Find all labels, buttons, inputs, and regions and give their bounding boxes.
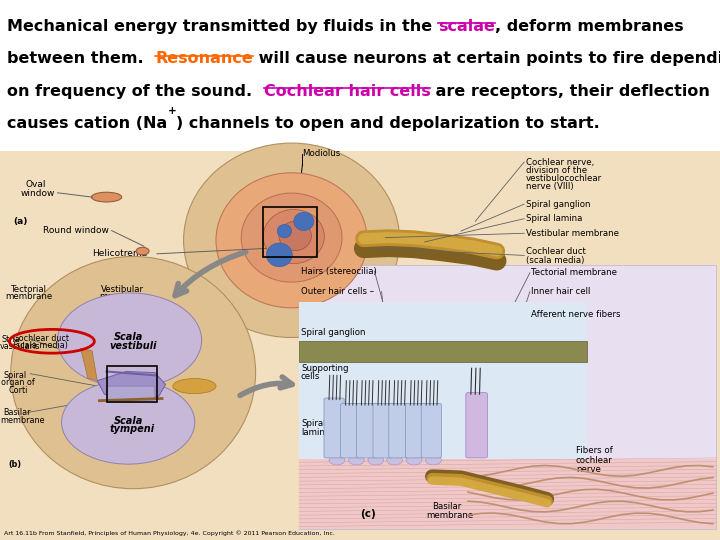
Text: (scala media): (scala media) — [526, 256, 584, 265]
Ellipse shape — [136, 247, 149, 255]
Ellipse shape — [277, 225, 292, 238]
Text: Afferent nerve fibers: Afferent nerve fibers — [531, 310, 621, 319]
Ellipse shape — [58, 293, 202, 388]
Text: cochlear: cochlear — [576, 456, 613, 464]
Text: Spiral ganglion: Spiral ganglion — [301, 328, 366, 336]
Polygon shape — [97, 372, 166, 401]
Text: between them.: between them. — [7, 51, 155, 66]
Ellipse shape — [368, 455, 384, 465]
Ellipse shape — [62, 380, 194, 464]
Polygon shape — [81, 348, 97, 381]
Text: nerve: nerve — [576, 465, 601, 474]
Ellipse shape — [279, 221, 311, 251]
Text: Spiral ganglion: Spiral ganglion — [526, 200, 590, 208]
FancyBboxPatch shape — [405, 403, 426, 458]
Text: Helicotrema: Helicotrema — [92, 249, 148, 258]
Text: Spiral: Spiral — [301, 420, 325, 428]
Ellipse shape — [241, 193, 342, 282]
Ellipse shape — [329, 455, 345, 465]
Text: Tectorial membrane: Tectorial membrane — [531, 268, 617, 277]
Text: Cochlear hair cells: Cochlear hair cells — [264, 84, 431, 99]
Text: membrane: membrane — [99, 292, 146, 301]
Text: scalae: scalae — [438, 19, 495, 34]
Text: Art 16.11b From Stanfield, Principles of Human Physiology, 4e. Copyright © 2011 : Art 16.11b From Stanfield, Principles of… — [4, 530, 335, 536]
Text: (a): (a) — [13, 217, 27, 226]
Text: Vestibular: Vestibular — [101, 285, 144, 294]
Ellipse shape — [91, 192, 122, 202]
Ellipse shape — [348, 455, 364, 465]
FancyBboxPatch shape — [299, 341, 587, 362]
Text: Spiral: Spiral — [4, 371, 27, 380]
FancyBboxPatch shape — [356, 403, 377, 458]
Text: Scala: Scala — [114, 416, 143, 426]
Text: will cause neurons at certain points to fire depending: will cause neurons at certain points to … — [253, 51, 720, 66]
FancyBboxPatch shape — [421, 403, 441, 458]
Text: Modiolus: Modiolus — [302, 149, 341, 158]
Text: +: + — [168, 106, 176, 117]
Text: vestibulocochlear: vestibulocochlear — [526, 174, 602, 183]
FancyBboxPatch shape — [299, 459, 716, 529]
Text: Supporting: Supporting — [301, 364, 348, 373]
Ellipse shape — [266, 243, 292, 267]
Text: are receptors, their deflection: are receptors, their deflection — [431, 84, 710, 99]
Text: cells: cells — [301, 373, 320, 381]
Text: (b): (b) — [9, 460, 22, 469]
Text: tympeni: tympeni — [109, 424, 155, 434]
Text: membrane: membrane — [426, 511, 474, 519]
Text: Round window: Round window — [43, 226, 109, 235]
FancyBboxPatch shape — [389, 403, 409, 458]
Ellipse shape — [264, 210, 324, 264]
Text: membrane: membrane — [5, 292, 53, 301]
Text: Basilar: Basilar — [4, 408, 31, 417]
Ellipse shape — [294, 212, 314, 231]
Text: Stria: Stria — [1, 335, 20, 343]
Text: nerve (VIII): nerve (VIII) — [526, 182, 573, 191]
Ellipse shape — [406, 455, 422, 465]
Text: vascularis: vascularis — [0, 342, 40, 351]
Text: Scala: Scala — [114, 333, 143, 342]
Text: window: window — [20, 189, 55, 198]
FancyBboxPatch shape — [299, 265, 716, 529]
FancyBboxPatch shape — [341, 403, 361, 458]
Ellipse shape — [11, 256, 256, 489]
Text: Cochlear duct: Cochlear duct — [526, 247, 585, 255]
FancyBboxPatch shape — [299, 302, 587, 459]
FancyBboxPatch shape — [0, 0, 720, 151]
Text: Vestibular membrane: Vestibular membrane — [526, 229, 618, 238]
Text: lamina: lamina — [301, 428, 330, 437]
Text: causes cation (Na: causes cation (Na — [7, 116, 168, 131]
Ellipse shape — [426, 455, 441, 465]
Text: Corti: Corti — [9, 386, 28, 395]
Text: (c): (c) — [360, 509, 376, 519]
Text: membrane: membrane — [0, 416, 45, 424]
Text: Oval: Oval — [25, 180, 45, 189]
Text: (scala media): (scala media) — [13, 341, 68, 350]
Text: Outer hair cells –: Outer hair cells – — [301, 287, 374, 296]
Ellipse shape — [184, 143, 400, 338]
FancyBboxPatch shape — [324, 398, 344, 458]
Text: Hairs (stereocilia): Hairs (stereocilia) — [301, 267, 377, 275]
Text: Cochlear duct: Cochlear duct — [13, 334, 69, 342]
Text: Spiral lamina: Spiral lamina — [526, 214, 582, 223]
FancyBboxPatch shape — [107, 386, 155, 400]
Ellipse shape — [216, 173, 367, 308]
FancyBboxPatch shape — [466, 393, 487, 458]
Text: Mechanical energy transmitted by fluids in the: Mechanical energy transmitted by fluids … — [7, 19, 438, 34]
Text: Cochlear nerve,: Cochlear nerve, — [526, 158, 594, 166]
Text: organ of: organ of — [1, 379, 35, 387]
Text: Basilar: Basilar — [432, 502, 462, 511]
Text: Fibers of: Fibers of — [576, 447, 613, 455]
FancyBboxPatch shape — [0, 151, 720, 540]
Text: ) channels to open and depolarization to start.: ) channels to open and depolarization to… — [176, 116, 600, 131]
Ellipse shape — [387, 455, 402, 465]
Text: Tectorial: Tectorial — [11, 285, 47, 294]
Text: , deform membranes: , deform membranes — [495, 19, 683, 34]
Text: Resonance: Resonance — [155, 51, 253, 66]
Text: division of the: division of the — [526, 166, 587, 174]
Text: on frequency of the sound.: on frequency of the sound. — [7, 84, 264, 99]
Ellipse shape — [173, 379, 216, 394]
Text: vestibuli: vestibuli — [109, 341, 157, 350]
Text: Inner hair cell: Inner hair cell — [531, 287, 590, 296]
FancyBboxPatch shape — [373, 403, 393, 458]
